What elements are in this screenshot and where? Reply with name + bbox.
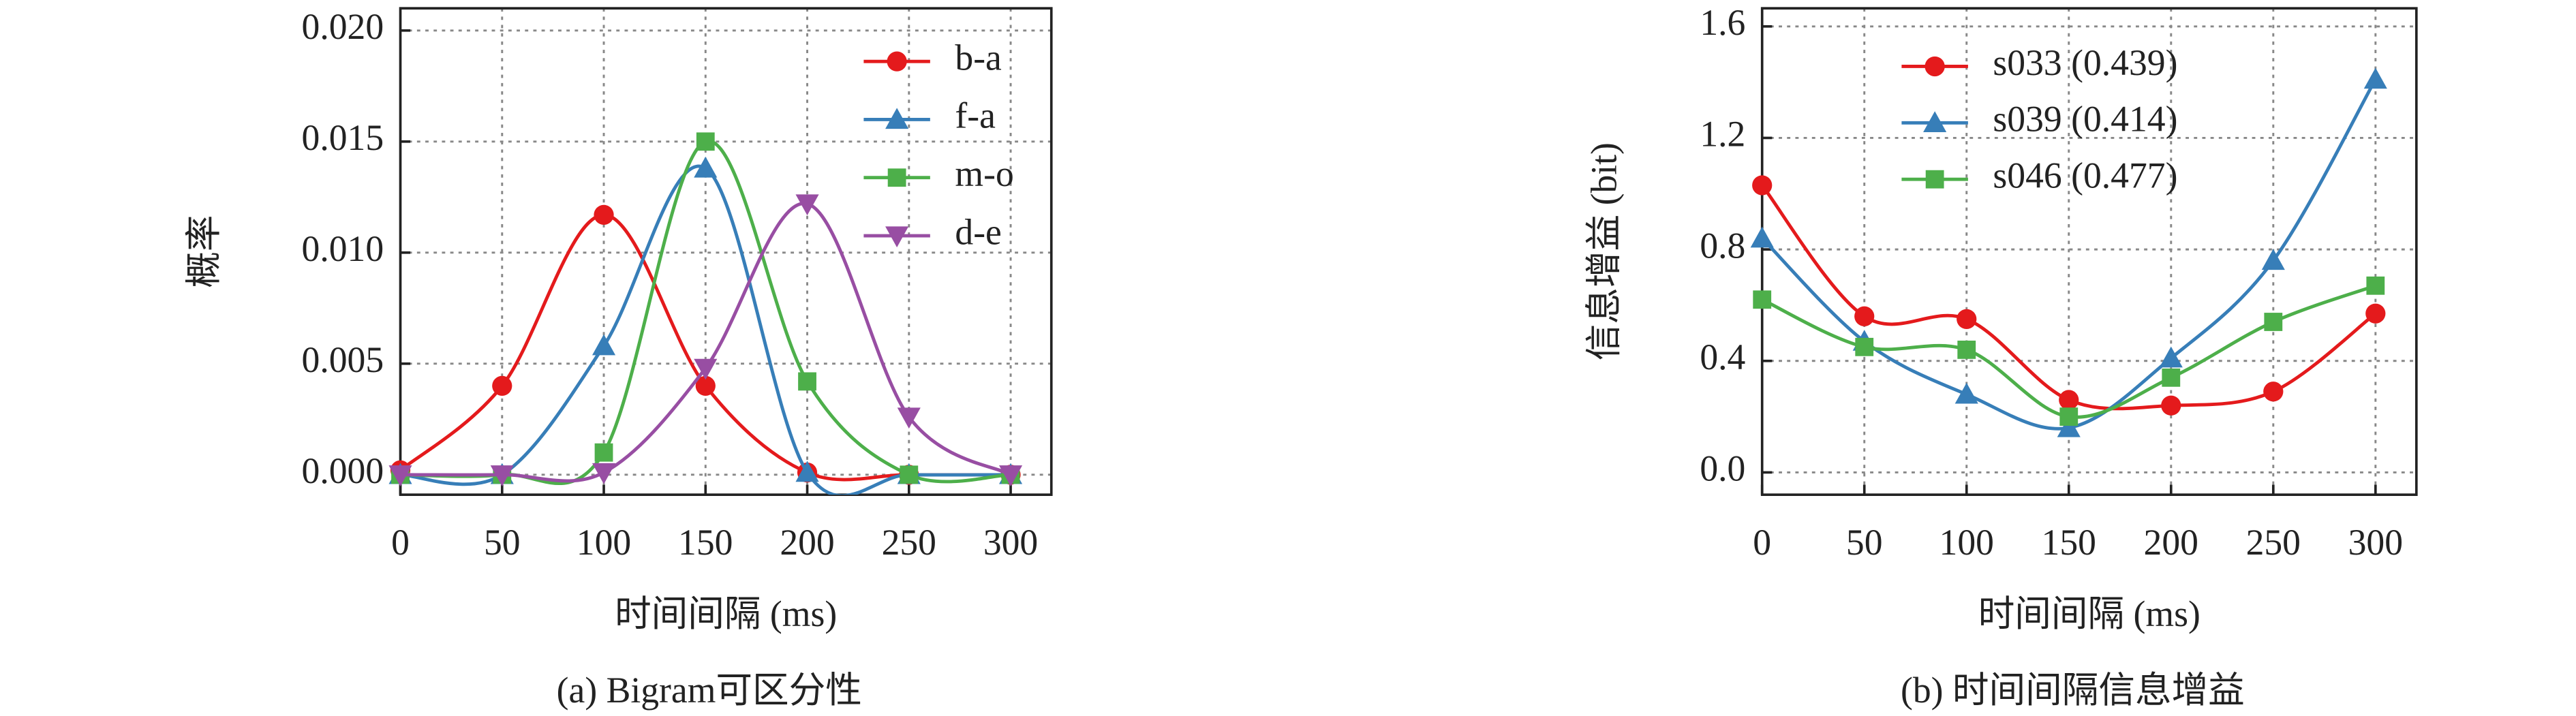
marker — [2161, 395, 2181, 416]
chart-panel: 0 50 100 150 200 250 300 0.000 0.005 0.010 0.015 0.… — [183, 6, 1053, 711]
legend-label: s033 (0.439) — [1993, 42, 2177, 83]
series-line — [400, 213, 1011, 482]
x-tick-label: 250 — [882, 522, 936, 563]
marker — [694, 358, 718, 380]
legend-label: f-a — [955, 95, 996, 136]
marker — [887, 168, 906, 187]
marker — [594, 443, 613, 462]
y-tick-label: 0.0 — [1700, 448, 1745, 489]
caption: (a) Bigram可区分性 — [557, 670, 862, 711]
marker — [2162, 368, 2181, 387]
marker — [2365, 303, 2386, 324]
caption: (b) 时间间隔信息增益 — [1901, 670, 2245, 711]
x-tick-label: 0 — [1753, 522, 1771, 563]
legend-label: s039 (0.414) — [1993, 99, 2177, 140]
marker — [1753, 290, 1772, 309]
marker — [897, 407, 921, 429]
marker — [1752, 175, 1773, 196]
marker — [2263, 382, 2284, 402]
legend-label: b-a — [955, 37, 1002, 78]
x-tick-label: 200 — [2144, 522, 2198, 563]
marker — [592, 463, 616, 484]
chart-panel: 0 50 100 150 200 250 300 0.0 0.4 0.8 1.2 1.6 s033 (0… — [1583, 2, 2418, 711]
marker — [695, 375, 716, 396]
marker — [1925, 56, 1945, 77]
marker — [795, 461, 819, 482]
marker — [1923, 111, 1947, 132]
x-axis-label: 时间间隔 (ms) — [615, 593, 837, 634]
x-tick-label: 50 — [484, 522, 521, 563]
marker — [2264, 313, 2283, 331]
marker — [1855, 337, 1874, 356]
y-tick-label: 0.015 — [302, 117, 384, 158]
x-tick-label: 100 — [1939, 522, 1994, 563]
y-tick-label: 0.000 — [302, 450, 384, 491]
marker — [885, 108, 909, 129]
y-tick-label: 1.6 — [1700, 2, 1745, 43]
x-tick-label: 150 — [2042, 522, 2096, 563]
marker — [798, 372, 816, 391]
marker — [2159, 346, 2183, 368]
marker — [1925, 170, 1944, 189]
series-line — [400, 164, 1011, 495]
marker — [885, 226, 909, 248]
marker — [2261, 249, 2285, 270]
x-axis-label: 时间间隔 (ms) — [1978, 593, 2201, 634]
legend-label: d-e — [955, 211, 1001, 252]
plot-frame — [1760, 7, 2418, 496]
marker — [490, 465, 514, 486]
legend-label: m-o — [955, 153, 1013, 194]
y-tick-label: 1.2 — [1700, 114, 1745, 155]
x-tick-label: 300 — [2348, 522, 2403, 563]
marker — [887, 51, 907, 72]
marker — [2363, 67, 2387, 89]
x-tick-label: 200 — [780, 522, 834, 563]
legend-label: s046 (0.477) — [1993, 155, 2177, 196]
y-tick-label: 0.020 — [302, 6, 384, 47]
marker — [795, 194, 819, 216]
marker — [1957, 309, 1977, 330]
marker — [2059, 407, 2079, 426]
y-tick-label: 0.8 — [1700, 225, 1745, 266]
marker — [1854, 306, 1875, 326]
marker — [492, 375, 512, 396]
marker — [2059, 390, 2079, 410]
marker — [696, 132, 715, 151]
x-tick-label: 100 — [577, 522, 631, 563]
y-tick-label: 0.010 — [302, 228, 384, 269]
y-tick-label: 0.005 — [302, 339, 384, 380]
marker — [594, 204, 614, 225]
marker — [900, 465, 919, 484]
marker — [998, 465, 1023, 486]
marker — [1954, 382, 1978, 404]
marker — [1957, 341, 1976, 359]
x-tick-label: 150 — [678, 522, 733, 563]
x-tick-label: 50 — [1846, 522, 1883, 563]
marker — [388, 465, 412, 486]
plot-frame — [399, 7, 1053, 496]
x-tick-label: 300 — [983, 522, 1038, 563]
y-axis-label: 概率 — [183, 215, 224, 288]
y-tick-label: 0.4 — [1700, 337, 1745, 377]
marker — [1750, 226, 1774, 248]
marker — [2057, 416, 2081, 437]
marker — [592, 334, 616, 356]
x-tick-label: 0 — [391, 522, 410, 563]
x-tick-label: 250 — [2246, 522, 2301, 563]
marker — [2366, 276, 2385, 295]
y-axis-label: 信息增益 (bit) — [1583, 142, 1624, 360]
marker — [694, 156, 718, 178]
